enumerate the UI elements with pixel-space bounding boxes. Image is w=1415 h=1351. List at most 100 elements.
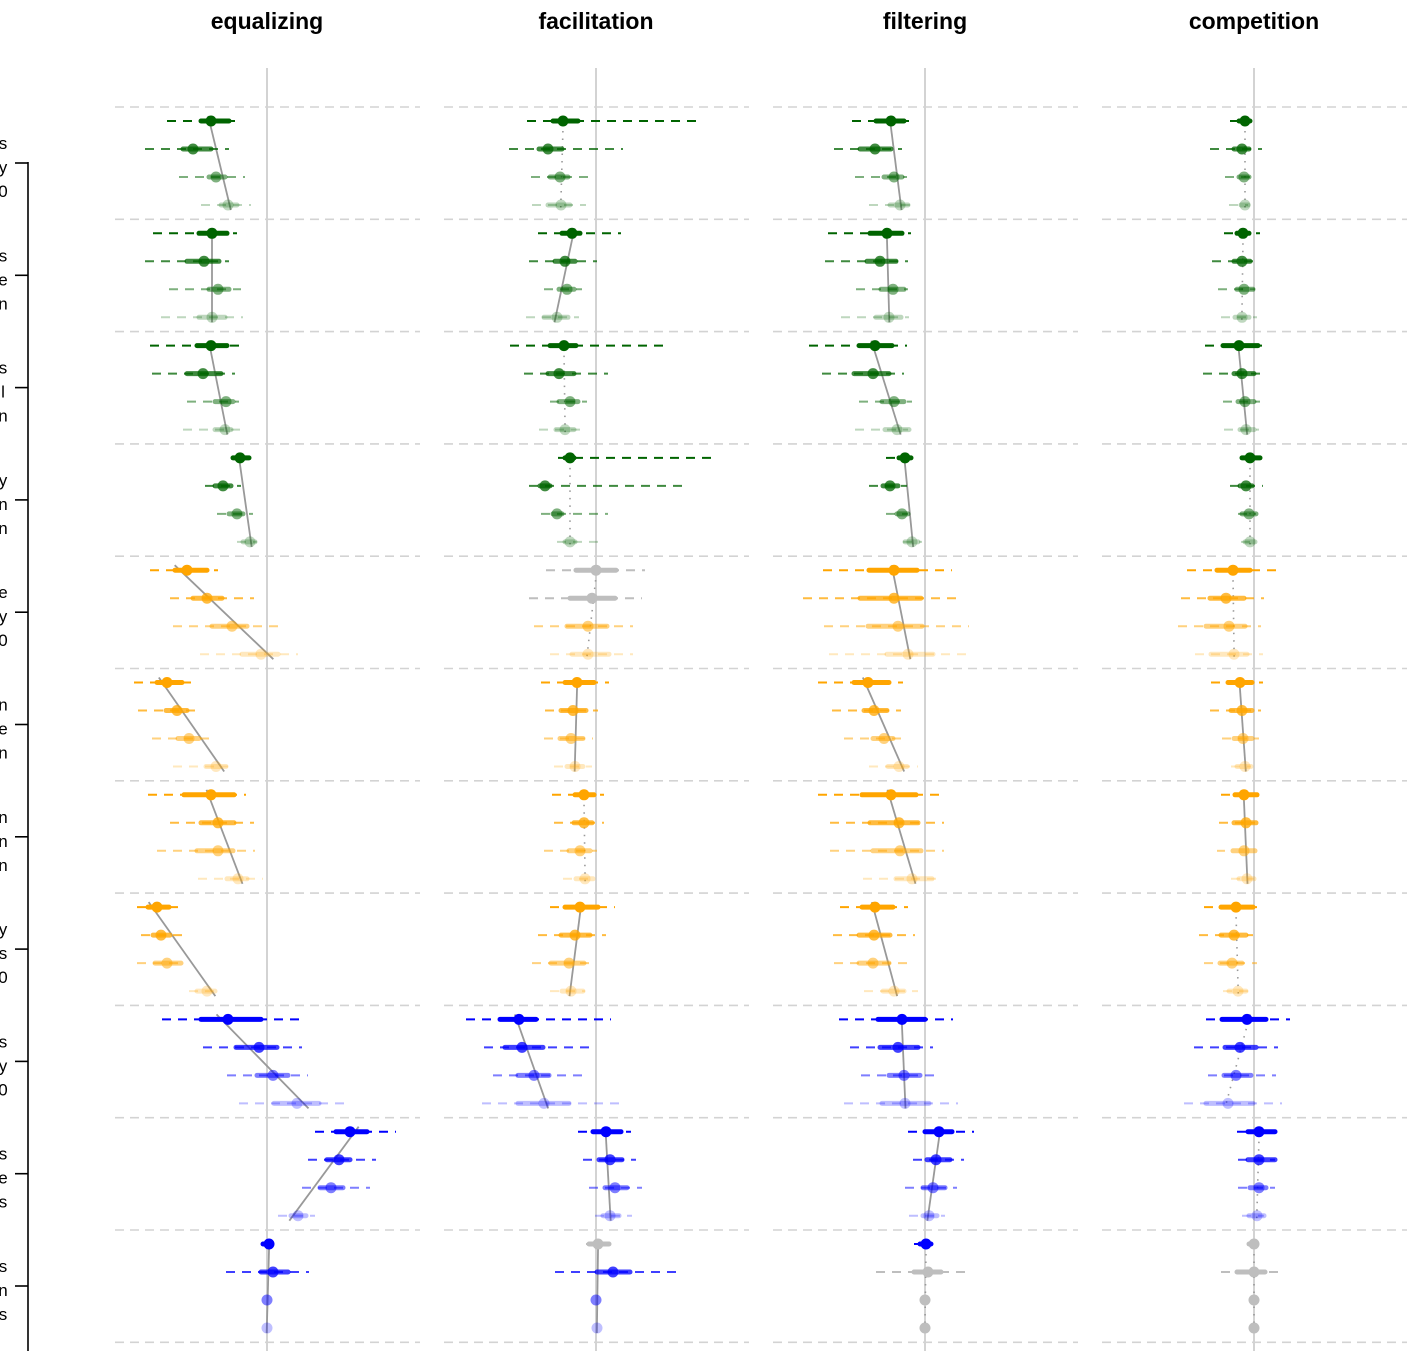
trend-line-filtering [902,452,915,547]
estimate-point [201,985,213,997]
estimate-point [888,592,900,604]
trend-line-competition [1236,340,1249,435]
trend-line-filtering [900,1014,907,1109]
estimate-point [261,1294,273,1306]
estimate-point [161,957,173,969]
row-label-fragment: 0 [0,1080,8,1099]
estimate-point [1239,199,1251,211]
row-label-fragment: s [0,359,7,378]
estimate-point [892,1041,904,1053]
row-label-fragment: y [0,158,8,177]
estimate-point [609,1182,621,1194]
estimate-point [325,1182,337,1194]
row-label-fragment: e [0,270,8,289]
estimate-point [569,929,581,941]
row-label-fragment: n [0,407,8,426]
estimate-point [607,1266,619,1278]
estimate-point [559,255,571,267]
trend-line-facilitation [583,789,586,884]
row-label-fragment: 0 [0,182,8,201]
estimate-point [571,677,583,688]
estimate-point [161,677,173,688]
trend-line-equalizing [288,1126,360,1222]
estimate-point [569,761,581,772]
estimate-point [893,817,905,829]
estimate-point [878,733,890,744]
trend-line-competition [1242,789,1249,884]
estimate-point [1240,424,1252,436]
estimate-point [1253,1154,1265,1166]
estimate-point [1236,368,1248,380]
estimate-point [566,227,578,239]
estimate-point [565,985,577,997]
estimate-point [894,845,906,857]
row-label-fragment: s [0,134,7,153]
panel-title-competition: competition [1189,8,1319,34]
trend-line-equalizing [237,452,253,548]
estimate-point [551,311,563,323]
estimate-point [231,508,243,520]
estimate-point [1238,845,1250,857]
estimate-point [1228,648,1240,660]
estimate-point [1251,1210,1263,1222]
estimate-point [894,199,906,211]
row-label-fragment: s [0,944,7,963]
estimate-point [565,733,577,744]
estimate-point [1253,1126,1265,1138]
trend-line-equalizing [265,1238,271,1334]
estimate-point [888,396,900,408]
trend-line-competition [1241,228,1244,323]
estimate-point [874,255,886,267]
row-label-fragment: e [0,720,8,739]
estimate-point [862,677,874,688]
estimate-point [513,1013,525,1025]
estimate-point [1240,817,1252,829]
estimate-point [591,1322,603,1334]
estimate-point [1248,1266,1260,1278]
estimate-point [867,957,879,969]
estimate-point [1244,452,1256,464]
estimate-point [919,1322,931,1334]
estimate-point [1237,733,1249,744]
row-label-fragment: y [0,1056,8,1075]
row-label-fragment: s [0,1193,7,1212]
trend-line-facilitation [585,565,599,660]
estimate-point [923,1210,935,1222]
estimate-point [604,1210,616,1222]
trend-line-filtering [870,340,902,435]
estimate-point [893,761,905,772]
row-label-fragment: n [0,832,8,851]
estimate-point [255,648,267,660]
estimate-point [1236,143,1248,155]
estimate-point [234,452,246,464]
estimate-point [210,761,222,772]
estimate-point [1248,1294,1260,1306]
row-label-fragment: y [0,471,8,490]
estimate-point [1227,564,1239,576]
estimate-point [210,171,222,183]
row-label-fragment: s [0,1032,7,1051]
estimate-point [244,536,256,548]
estimate-point [542,143,554,155]
estimate-point [563,957,575,969]
trend-line-filtering [862,677,905,772]
estimate-point [1244,536,1256,548]
trend-line-competition [1255,1126,1261,1221]
panel-titles: equalizing facilitation filtering compet… [211,8,1319,34]
trend-line-filtering [924,1238,927,1334]
estimate-point [1239,115,1251,127]
trend-line-filtering [888,115,903,211]
row-label-fragment: n [0,1281,8,1300]
estimate-point [261,1322,273,1334]
trend-line-facilitation [553,228,576,323]
estimate-point [538,1097,550,1109]
estimate-point [592,1238,604,1250]
panel-title-facilitation: facilitation [538,8,653,34]
row-label-fragment: s [0,246,7,265]
estimate-point [1228,929,1240,941]
estimate-point [1238,283,1250,295]
estimate-point [1232,985,1244,997]
row-label-fragment: s [0,1257,7,1276]
estimate-point [222,1013,234,1025]
